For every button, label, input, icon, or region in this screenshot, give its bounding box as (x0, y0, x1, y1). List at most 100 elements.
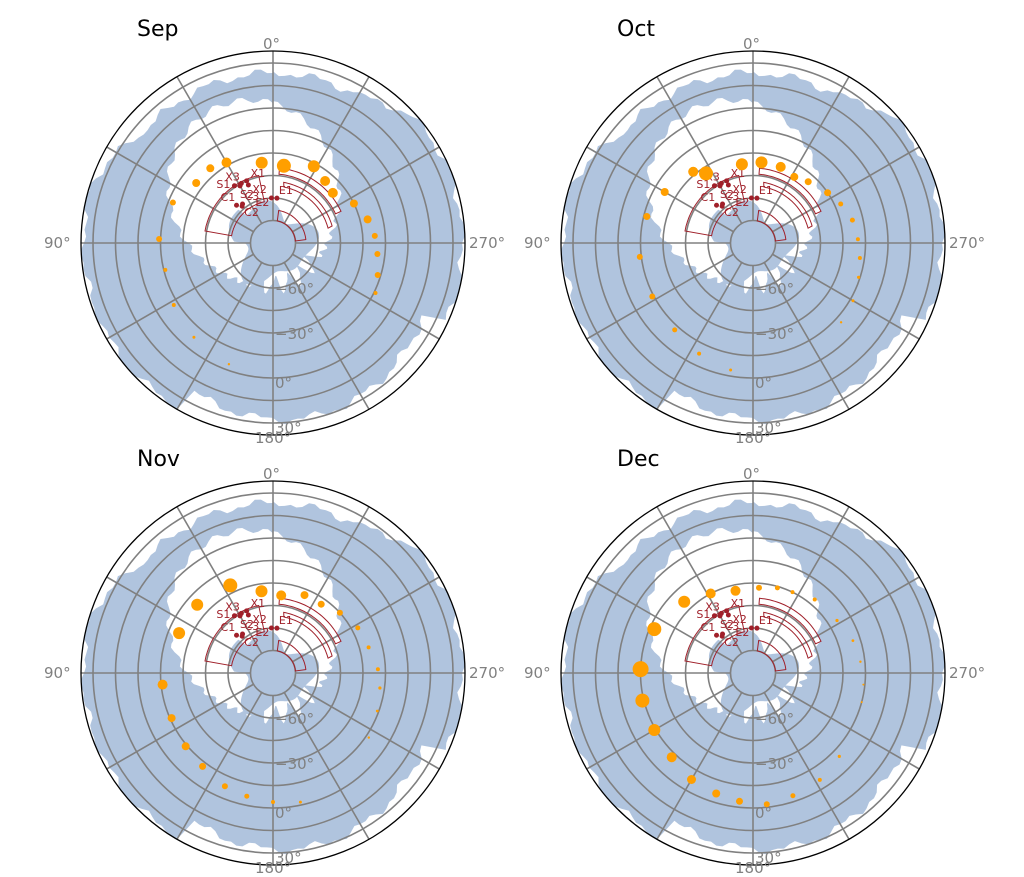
meridian-line (763, 506, 850, 654)
data-point (835, 618, 839, 623)
outer-boundary (80, 480, 466, 866)
data-point (763, 801, 770, 808)
site-label: E1 (279, 184, 293, 197)
meridian-line (106, 683, 254, 770)
meridian-line (586, 253, 734, 340)
lon-tick-label-left: 90° (44, 664, 71, 682)
site-label: X1 (251, 167, 266, 180)
data-point (660, 188, 669, 196)
meridian-line (176, 506, 263, 654)
data-point (838, 201, 844, 207)
meridian-line (176, 262, 263, 410)
site-label: C2 (724, 636, 739, 649)
site-marker (245, 182, 251, 188)
meridian-line (283, 76, 370, 224)
lat-tick-label: 30° (755, 849, 782, 867)
data-point (192, 335, 196, 339)
site-label: C1 (221, 191, 236, 204)
footprint-mid-arc (763, 611, 813, 659)
site-marker (711, 183, 717, 189)
site-label: C1 (221, 621, 236, 634)
data-point (169, 199, 176, 206)
data-point (374, 272, 381, 278)
meridian-line (106, 576, 254, 663)
meridian-line (656, 692, 743, 840)
site-label: C1 (701, 621, 716, 634)
lon-tick-label-left: 90° (44, 234, 71, 252)
site-label: S1 (216, 178, 230, 191)
data-point (729, 368, 733, 372)
data-point (320, 176, 331, 186)
lat-tick-label: −30° (755, 325, 794, 343)
data-point (163, 267, 168, 272)
data-point (851, 299, 855, 303)
meridian-line (292, 253, 440, 340)
data-point (363, 215, 372, 224)
lat-tick-label: −30° (275, 755, 314, 773)
data-point (860, 701, 863, 704)
data-point (336, 609, 343, 616)
meridian-line (656, 262, 743, 410)
data-point (355, 625, 361, 631)
site-marker (268, 625, 274, 631)
lon-tick-label-top: 0° (743, 465, 760, 483)
data-point (756, 584, 762, 591)
site-marker (231, 613, 237, 619)
footprint-mid-arc (283, 181, 333, 229)
lat-tick-label: 30° (275, 849, 302, 867)
data-point (167, 714, 176, 723)
footprints (684, 167, 822, 242)
data-point (199, 762, 207, 770)
lat-tick-label: 0° (275, 374, 292, 392)
site-marker (754, 625, 760, 631)
data-point (643, 213, 651, 220)
site-label: S1 (696, 608, 710, 621)
lon-tick-label-bottom: 180° (735, 429, 771, 447)
data-point (775, 161, 786, 172)
data-point (859, 660, 862, 663)
data-point (635, 693, 650, 708)
data-point (307, 160, 320, 173)
tick-labels: 0° 90° 270° 180° −60° −30° 0° 30° (44, 35, 505, 447)
polar-cap-region (708, 630, 800, 716)
data-point (705, 588, 716, 599)
data-point (276, 590, 287, 601)
site-marker (724, 608, 730, 614)
lat-tick-label: −60° (275, 710, 314, 728)
footprint-inner-arc (276, 209, 307, 242)
footprint-outer-arc (758, 167, 822, 215)
data-point (736, 797, 743, 805)
sky-coverage-region (561, 69, 945, 425)
data-point (817, 777, 822, 782)
site-marker (714, 202, 720, 208)
lat-tick-label: −60° (275, 280, 314, 298)
lon-tick-label-left: 90° (524, 234, 551, 252)
panel-title: Nov (137, 447, 180, 472)
lon-tick-label-bottom: 180° (735, 859, 771, 877)
outer-boundary (560, 480, 946, 866)
data-point (373, 291, 378, 295)
data-point (857, 256, 862, 260)
sky-coverage-region (81, 69, 465, 425)
site-label: C2 (244, 206, 259, 219)
site-marker (274, 625, 280, 631)
data-point (300, 591, 309, 600)
site-marker (719, 633, 725, 639)
panel-title: Dec (617, 447, 660, 472)
data-point (366, 645, 371, 650)
data-point (173, 627, 186, 640)
footprint-inner-arc (756, 639, 787, 672)
graticule (81, 481, 465, 865)
data-point (804, 178, 812, 186)
meridian-line (772, 576, 920, 663)
meridian-line (283, 692, 370, 840)
site-label: S1 (696, 178, 710, 191)
data-point (374, 251, 381, 257)
data-point (375, 667, 380, 672)
site-label: X1 (251, 597, 266, 610)
data-points (157, 578, 382, 804)
data-point (790, 793, 796, 799)
footprint-mid-arc (283, 611, 333, 659)
meridian-line (283, 506, 370, 654)
